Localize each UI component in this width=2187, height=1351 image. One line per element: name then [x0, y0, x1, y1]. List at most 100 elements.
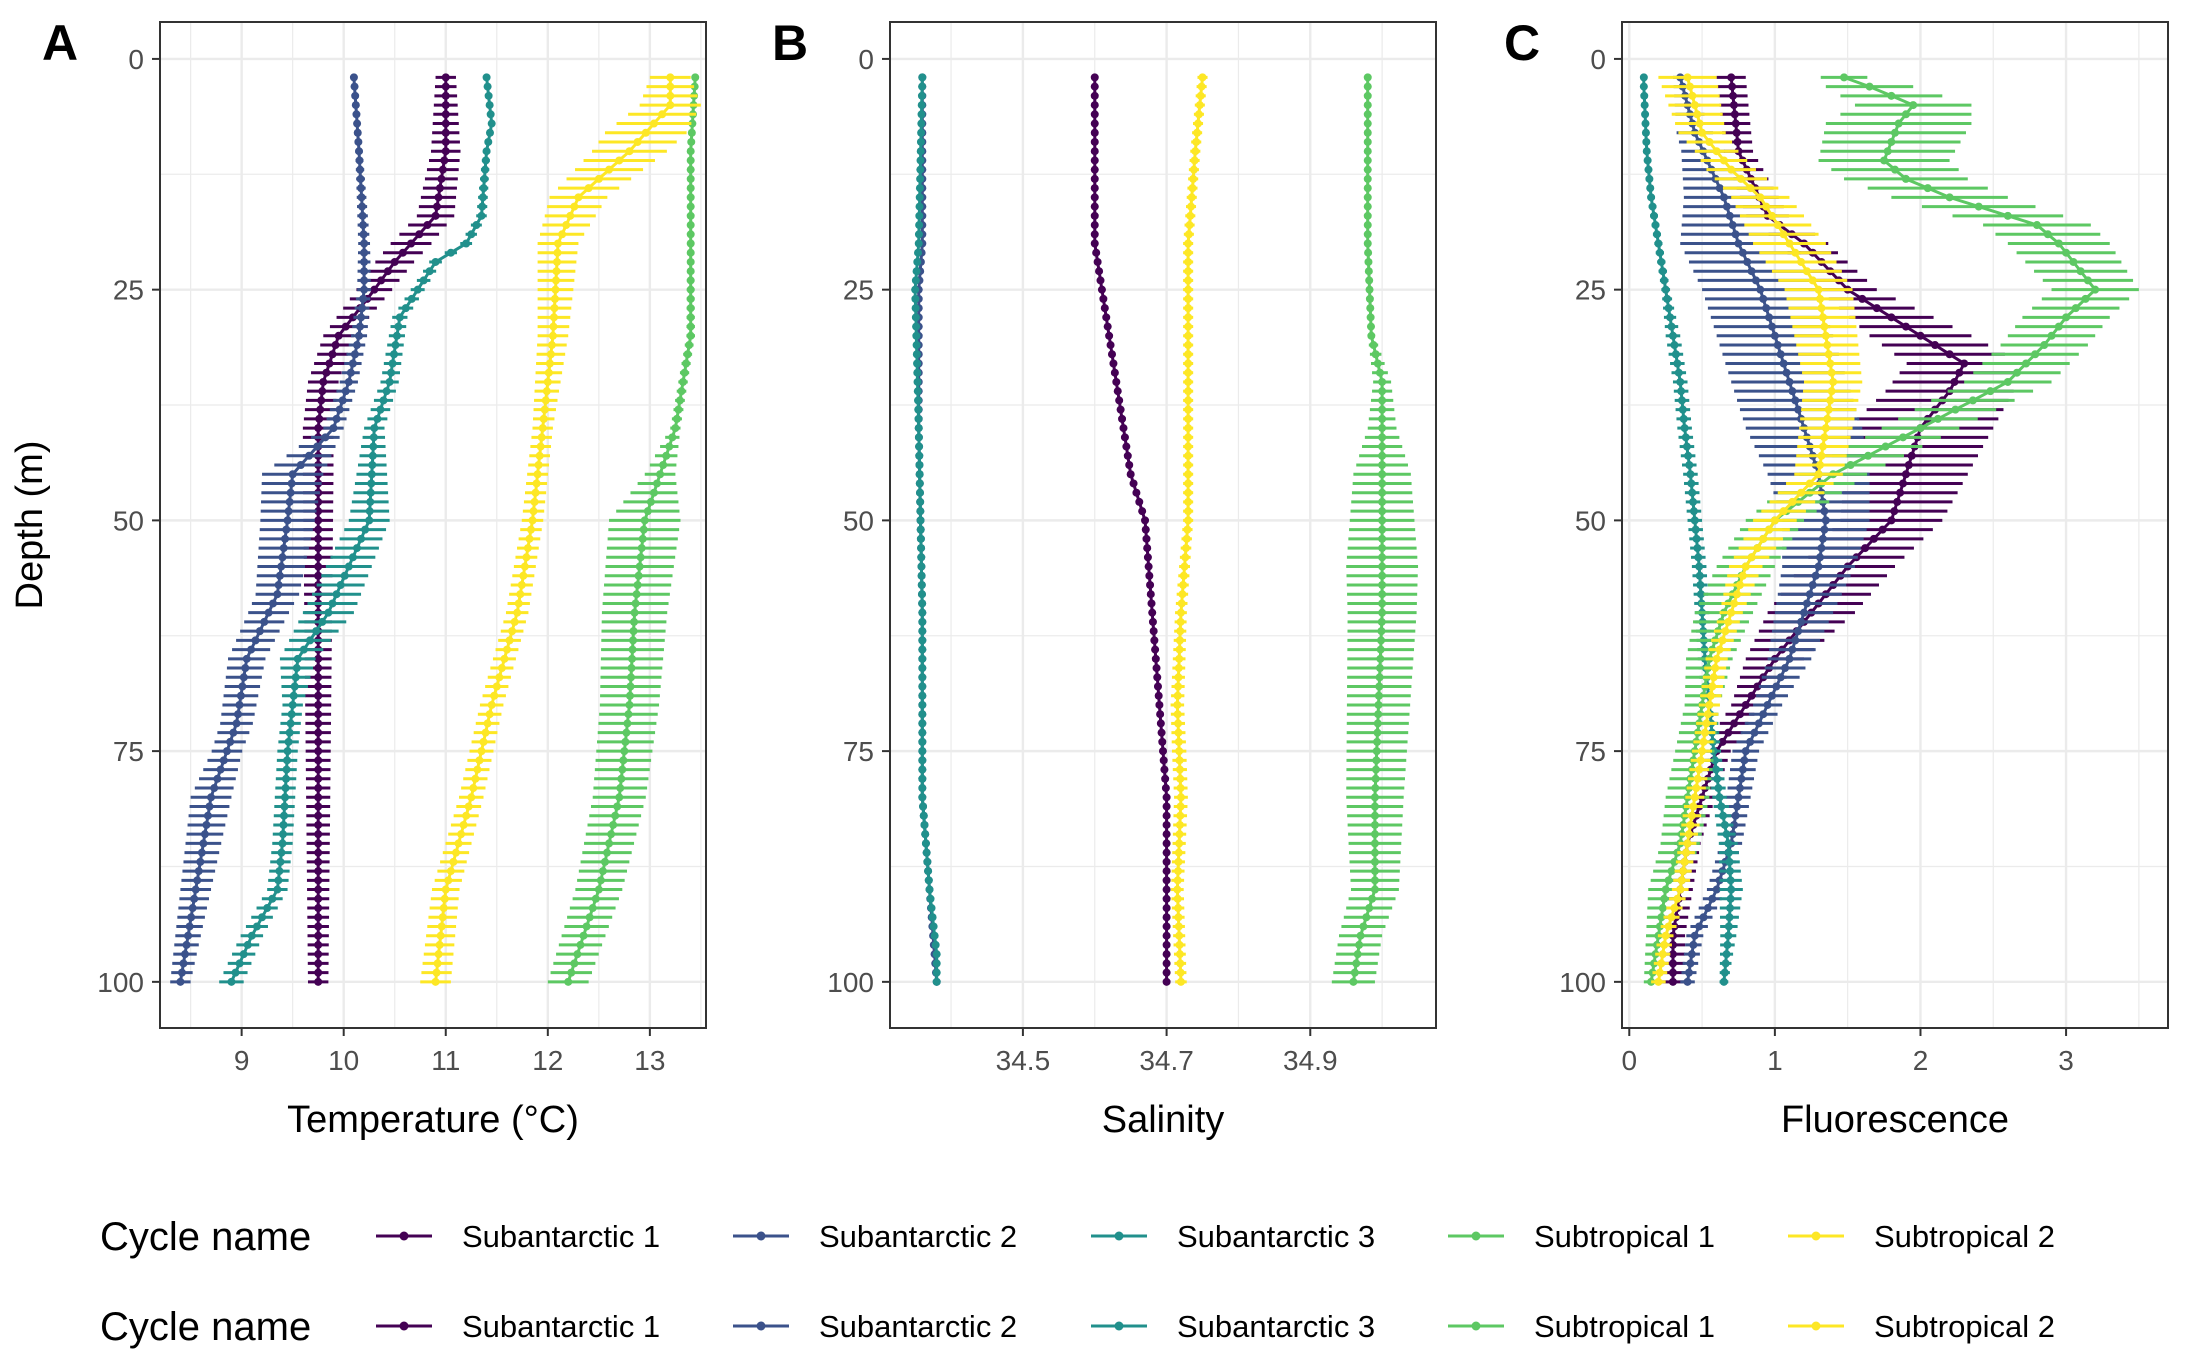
data-point: [686, 285, 695, 294]
data-point: [1092, 248, 1101, 257]
data-point: [918, 765, 927, 774]
legend-label: Subtropical 1: [1534, 1309, 1715, 1344]
data-point: [1684, 830, 1693, 839]
data-point: [1370, 793, 1379, 802]
data-point: [1363, 221, 1372, 230]
data-point: [911, 285, 920, 294]
data-point: [1690, 516, 1699, 525]
data-point: [1741, 562, 1750, 571]
data-point: [918, 627, 927, 636]
data-point: [1682, 442, 1691, 451]
data-point: [666, 91, 675, 100]
data-point: [486, 110, 495, 119]
data-point: [314, 562, 323, 571]
data-point: [1731, 119, 1740, 128]
data-point: [1174, 913, 1183, 922]
data-point: [1724, 922, 1733, 931]
data-point: [321, 433, 330, 442]
data-point: [1112, 377, 1121, 386]
data-point: [1800, 608, 1808, 617]
data-point: [368, 451, 377, 460]
data-point: [314, 728, 323, 737]
data-point: [1141, 525, 1150, 534]
data-point: [436, 931, 445, 940]
data-point: [914, 414, 923, 423]
data-point: [1378, 553, 1387, 562]
data-point: [247, 931, 256, 940]
data-point: [1817, 451, 1826, 460]
data-point: [1184, 516, 1193, 525]
data-point: [1986, 387, 1995, 396]
data-point: [621, 737, 630, 746]
data-point: [314, 424, 323, 433]
data-point: [413, 285, 422, 294]
data-point: [639, 525, 648, 534]
data-point: [432, 968, 441, 977]
data-point: [637, 544, 646, 553]
data-point: [1184, 424, 1193, 433]
data-point: [1176, 977, 1185, 986]
data-point: [1194, 110, 1203, 119]
data-point: [546, 350, 555, 359]
data-point: [1090, 202, 1099, 211]
data-point: [1162, 950, 1171, 959]
data-point: [2031, 350, 2040, 359]
data-point: [1162, 839, 1171, 848]
data-point: [1736, 174, 1745, 183]
data-point: [219, 756, 228, 765]
data-point: [287, 479, 296, 488]
data-point: [285, 497, 294, 506]
data-point: [314, 940, 323, 949]
data-point: [1673, 359, 1682, 368]
data-point: [1816, 553, 1825, 562]
data-point: [485, 101, 494, 110]
data-point: [1797, 488, 1806, 497]
data-point: [1759, 710, 1768, 719]
data-point: [1759, 534, 1768, 543]
data-point: [1090, 239, 1099, 248]
data-point: [622, 728, 631, 737]
data-point: [2040, 341, 2049, 350]
data-point: [539, 414, 548, 423]
data-point: [1923, 184, 1932, 193]
data-point: [314, 876, 323, 885]
data-point: [649, 119, 658, 128]
data-point: [550, 304, 559, 313]
data-point: [1090, 193, 1099, 202]
data-point: [479, 737, 488, 746]
data-point: [1378, 451, 1387, 460]
data-point: [268, 894, 277, 903]
data-point: [1378, 534, 1387, 543]
data-point: [477, 211, 486, 220]
data-point: [358, 202, 367, 211]
data-point: [1728, 82, 1737, 91]
data-point: [1660, 894, 1669, 903]
x-tick-label: 11: [431, 1045, 460, 1076]
data-point: [632, 590, 641, 599]
data-point: [1688, 488, 1697, 497]
data-point: [631, 599, 640, 608]
data-point: [918, 673, 927, 682]
data-point: [227, 977, 236, 986]
data-point: [917, 553, 926, 562]
data-point: [2054, 239, 2063, 248]
data-point: [1184, 507, 1193, 516]
data-point: [914, 424, 923, 433]
data-point: [1667, 867, 1676, 876]
data-point: [686, 193, 695, 202]
data-point: [1772, 682, 1781, 691]
data-point: [1184, 396, 1193, 405]
data-point: [478, 193, 487, 202]
data-point: [1814, 470, 1823, 479]
data-point: [1881, 442, 1890, 451]
data-point: [1725, 211, 1734, 220]
data-point: [1661, 285, 1670, 294]
panel-b: 34.5 34.7 34.9 0 25 50 75 100 Salinity B: [772, 15, 1437, 1141]
data-point: [1184, 257, 1193, 266]
data-point: [459, 820, 468, 829]
data-point: [1372, 765, 1381, 774]
data-point: [1805, 479, 1814, 488]
data-point: [1788, 387, 1797, 396]
data-point: [1730, 110, 1739, 119]
